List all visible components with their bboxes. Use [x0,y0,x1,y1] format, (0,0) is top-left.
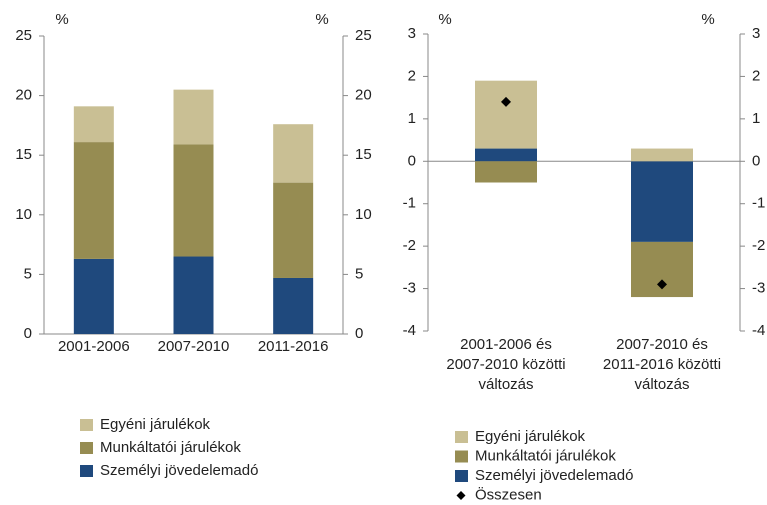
legend-swatch [80,442,93,454]
y2-tick-label: -3 [752,280,765,297]
bar-segment [73,258,114,334]
y-tick-label: 2 [408,67,416,84]
y-unit-label: % [438,11,451,28]
y-tick-label: -3 [403,280,416,297]
y2-tick-label: 0 [355,325,363,342]
legend-swatch [80,465,93,477]
legend-label: Munkáltatói járulékok [100,439,241,456]
y-tick-label: 1 [408,110,416,127]
bar-segment [73,106,114,143]
x-tick-label: 2011-2016 [257,338,329,355]
bar-segment [273,277,314,334]
y-tick-label: 3 [408,25,416,42]
y2-tick-label: 2 [752,67,760,84]
x-tick-label: 2007-2010 [157,338,230,355]
y2-tick-label: 1 [752,110,760,127]
x-tick-label: 2001-2006 és 2007-2010 közötti változás [446,336,566,393]
y2-tick-label: 25 [355,27,372,44]
y2-tick-label: 15 [355,146,372,163]
bar-segment [475,161,537,183]
x-tick-label: 2001-2006 [57,338,130,355]
y2-tick-label: 0 [752,152,760,169]
y2-tick-label: -2 [752,237,765,254]
y-tick-label: -1 [403,195,416,212]
y2-tick-label: -1 [752,195,765,212]
y2-tick-label: 10 [355,206,372,223]
y-tick-label: 0 [24,325,32,342]
legend-label: Munkáltatói járulékok [475,447,616,464]
legend-label: Személyi jövedelemadó [475,467,633,484]
x-tick-label: 2007-2010 és 2011-2016 közötti változás [602,336,722,393]
bar-segment [273,182,314,278]
y2-tick-label: 5 [355,265,363,282]
bar-segment [475,80,537,149]
y-tick-label: 15 [15,146,32,163]
legend-label: Egyéni járulékok [100,416,211,433]
bar-segment [273,124,314,183]
y-tick-label: 25 [15,27,32,44]
total-marker [501,96,511,107]
bar-segment [173,256,214,334]
legend-swatch [455,431,468,443]
y2-tick-label: -4 [752,322,765,339]
legend-label: Egyéni járulékok [475,428,586,445]
y2-tick-label: 20 [355,87,372,104]
bar-segment [631,161,693,242]
bar-segment [173,144,214,257]
y2-tick-label: 3 [752,25,760,42]
y-tick-label: 0 [408,152,416,169]
y-tick-label: 10 [15,206,32,223]
y2-unit-label: % [701,11,714,28]
legend-marker [456,491,466,500]
bar-segment [475,148,537,162]
total-marker [657,279,667,290]
legend-label: Összesen [475,485,542,503]
legend-swatch [455,470,468,482]
bar-segment [173,89,214,145]
y-unit-label: % [55,11,68,28]
bar-segment [631,148,693,162]
legend-label: Személyi jövedelemadó [100,462,258,479]
bar-segment [73,142,114,259]
y-tick-label: -2 [403,237,416,254]
y-tick-label: -4 [403,322,416,339]
y2-unit-label: % [315,11,328,28]
y-tick-label: 5 [24,265,32,282]
legend-swatch [455,450,468,463]
legend-swatch [80,419,93,431]
y-tick-label: 20 [15,87,32,104]
